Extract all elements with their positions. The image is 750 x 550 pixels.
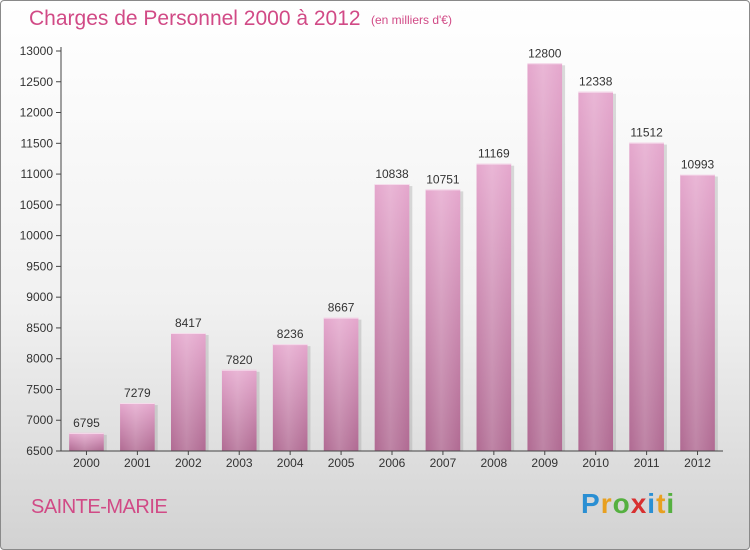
- bar-highlight: [629, 142, 664, 452]
- bar-highlight: [69, 432, 104, 451]
- y-tick-label: 9000: [26, 290, 53, 304]
- x-tick-label: 2001: [124, 456, 151, 470]
- bar-value-label: 11512: [630, 126, 663, 140]
- bar-highlight: [221, 369, 257, 451]
- y-tick-label: 12000: [20, 106, 54, 120]
- bar-highlight: [374, 184, 410, 452]
- bar-value-label: 10751: [426, 172, 460, 186]
- unit-note: (en milliers d'€): [371, 13, 452, 27]
- y-tick-label: 10500: [20, 198, 54, 212]
- y-tick-label: 8500: [26, 321, 53, 335]
- y-tick-label: 10000: [20, 229, 54, 243]
- x-tick-label: 2010: [582, 456, 609, 470]
- bar-value-label: 11169: [478, 147, 510, 161]
- x-tick-label: 2003: [226, 456, 253, 470]
- x-tick-label: 2011: [634, 456, 660, 470]
- bar-value-label: 7279: [124, 386, 151, 400]
- x-tick-label: 2005: [328, 456, 355, 470]
- bar-highlight: [476, 163, 512, 451]
- bar-value-label: 10993: [681, 158, 715, 172]
- bar-value-label: 8417: [175, 316, 202, 330]
- logo-letter: o: [612, 488, 631, 519]
- logo-letter: x: [630, 488, 648, 519]
- x-tick-label: 2002: [175, 456, 202, 470]
- proxiti-logo: Proxiti: [581, 488, 675, 520]
- x-tick-label: 2012: [684, 456, 711, 470]
- bar-value-label: 12800: [528, 46, 562, 60]
- y-tick-label: 6500: [26, 444, 53, 458]
- y-tick-label: 9500: [26, 259, 53, 273]
- x-tick-label: 2007: [430, 456, 457, 470]
- bar-value-label: 8667: [328, 301, 355, 315]
- chart-title: Charges de Personnel 2000 à 2012: [29, 7, 361, 30]
- bar-highlight: [170, 333, 206, 451]
- logo-letter: i: [647, 488, 657, 519]
- y-tick-label: 13000: [20, 44, 54, 58]
- x-tick-label: 2004: [277, 456, 304, 470]
- x-tick-label: 2008: [480, 456, 507, 470]
- logo-letter: t: [656, 488, 667, 519]
- logo-letter: P: [581, 488, 601, 519]
- bar-highlight: [272, 344, 308, 451]
- y-tick-label: 11000: [21, 167, 54, 181]
- x-tick-label: 2006: [379, 456, 406, 470]
- bar-highlight: [425, 189, 461, 451]
- bar-value-label: 6795: [73, 416, 100, 430]
- y-tick-label: 7000: [26, 413, 53, 427]
- bar-highlight: [323, 317, 359, 451]
- y-tick-label: 8000: [26, 352, 53, 366]
- y-tick-label: 12500: [20, 75, 54, 89]
- x-tick-label: 2009: [531, 456, 558, 470]
- bar-highlight: [527, 63, 563, 452]
- bar-highlight: [120, 403, 155, 451]
- y-tick-label: 7500: [26, 382, 53, 396]
- bar-value-label: 7820: [226, 353, 253, 367]
- logo-letter: r: [600, 488, 613, 519]
- x-tick-label: 2000: [73, 456, 100, 470]
- commune-name: SAINTE-MARIE: [31, 496, 168, 518]
- bar-highlight: [680, 174, 715, 451]
- y-tick-label: 11500: [21, 136, 54, 150]
- logo-letter: i: [666, 488, 676, 519]
- bar-value-label: 10838: [375, 167, 409, 181]
- bar-value-label: 12338: [579, 75, 613, 89]
- bar-highlight: [578, 91, 614, 451]
- bar-value-label: 8236: [277, 327, 304, 341]
